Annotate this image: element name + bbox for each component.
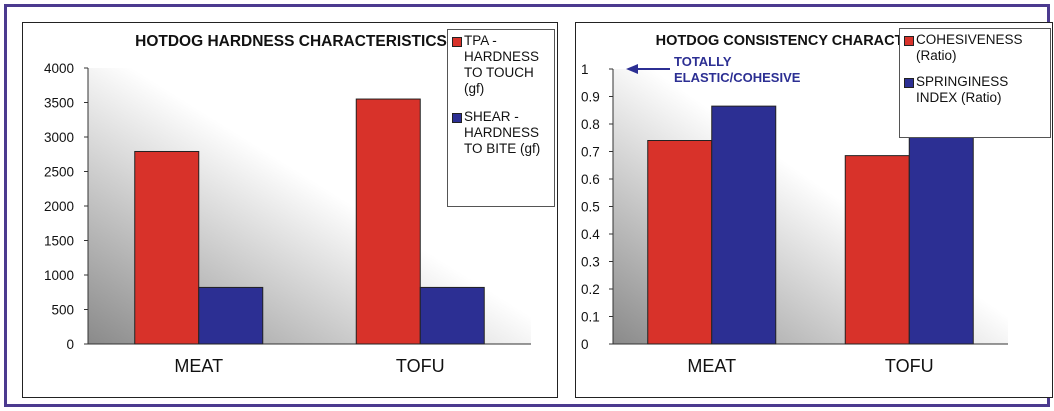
consistency-y-tick-label: 0.4: [581, 227, 600, 242]
consistency-y-tick-label: 1: [581, 62, 589, 77]
consistency-y-tick-label: 0: [581, 337, 589, 352]
consistency-chart-legend: COHESIVENESS (Ratio) SPRINGINESS INDEX (…: [899, 28, 1051, 138]
annotation-text-line1: TOTALLY: [674, 54, 732, 69]
hardness-bar: [134, 150, 200, 345]
hardness-bar: [419, 286, 485, 345]
hardness-y-tick-label: 3500: [44, 96, 74, 111]
hardness-y-tick-label: 2500: [44, 165, 74, 180]
legend-item-springiness: SPRINGINESS INDEX (Ratio): [904, 74, 1046, 106]
hardness-y-tick-label: 1000: [44, 268, 74, 283]
consistency-bar: [711, 105, 777, 345]
legend-item-tpa: TPA - HARDNESS TO TOUCH (gf): [452, 33, 550, 97]
hardness-bar: [198, 286, 264, 345]
consistency-title: HOTDOG CONSISTENCY CHARACTERISTICS: [656, 33, 971, 49]
legend-item-shear: SHEAR - HARDNESS TO BITE (gf): [452, 109, 550, 157]
consistency-y-tick-label: 0.7: [581, 145, 600, 160]
consistency-y-tick-label: 0.9: [581, 90, 600, 105]
annotation-text-line2: ELASTIC/COHESIVE: [674, 70, 801, 85]
consistency-bar: [908, 134, 974, 345]
legend-swatch-blue: [904, 78, 914, 88]
consistency-chart-panel: HOTDOG CONSISTENCY CHARACTERISTICS 0 0.1 0.…: [575, 22, 1053, 398]
hardness-y-tick-label: 3000: [44, 130, 74, 145]
consistency-x-tick-label: MEAT: [687, 356, 736, 376]
consistency-bar: [844, 155, 910, 345]
consistency-y-tick-label: 0.6: [581, 172, 600, 187]
hardness-y-tick-label: 500: [51, 303, 74, 318]
consistency-y-tick-label: 0.2: [581, 282, 600, 297]
consistency-y-tick-label: 0.3: [581, 255, 600, 270]
consistency-x-tick-label: TOFU: [885, 356, 934, 376]
hardness-y-tick-label: 1500: [44, 234, 74, 249]
hardness-chart-panel: HOTDOG HARDNESS CHARACTERISTICS 0 500 1000 1…: [22, 22, 558, 398]
consistency-y-tick-label: 0.8: [581, 117, 600, 132]
legend-label: COHESIVENESS (Ratio): [916, 32, 1023, 63]
legend-label: TPA - HARDNESS TO TOUCH (gf): [464, 33, 540, 96]
legend-swatch-red: [452, 37, 462, 47]
hardness-x-tick-label: MEAT: [174, 356, 223, 376]
annotation-arrow-head: [626, 64, 638, 74]
hardness-y-tick-label: 0: [66, 337, 74, 352]
legend-label: SPRINGINESS INDEX (Ratio): [916, 74, 1009, 105]
hardness-chart-legend: TPA - HARDNESS TO TOUCH (gf) SHEAR - HAR…: [447, 29, 555, 207]
legend-swatch-red: [904, 36, 914, 46]
legend-label: SHEAR - HARDNESS TO BITE (gf): [464, 109, 541, 156]
consistency-bar: [647, 140, 713, 345]
hardness-y-tick-label: 4000: [44, 61, 74, 76]
hardness-x-tick-label: TOFU: [396, 356, 445, 376]
hardness-y-tick-label: 2000: [44, 199, 74, 214]
legend-swatch-blue: [452, 113, 462, 123]
consistency-y-tick-label: 0.1: [581, 310, 600, 325]
hardness-title: HOTDOG HARDNESS CHARACTERISTICS: [135, 33, 447, 50]
consistency-y-tick-label: 0.5: [581, 200, 600, 215]
hardness-bar: [355, 98, 421, 345]
legend-item-cohesiveness: COHESIVENESS (Ratio): [904, 32, 1046, 64]
